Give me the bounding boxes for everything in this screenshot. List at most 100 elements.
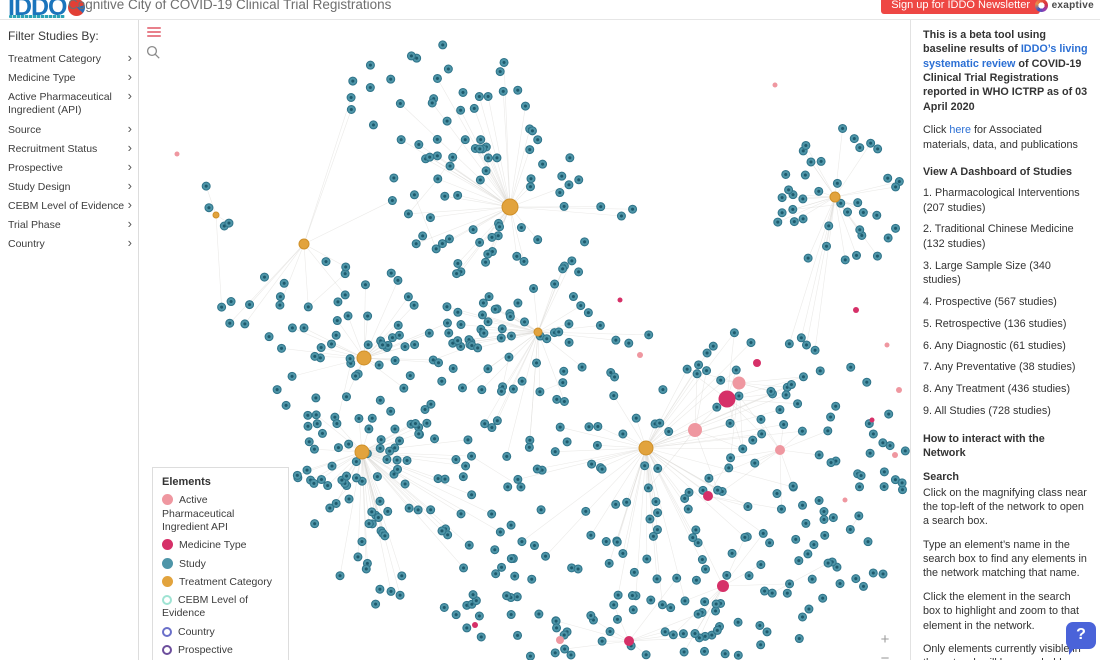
study-node[interactable] <box>652 574 662 584</box>
study-node[interactable] <box>760 586 770 596</box>
study-node[interactable] <box>495 67 505 77</box>
study-node[interactable] <box>693 609 703 619</box>
study-node[interactable] <box>516 223 526 233</box>
study-node[interactable] <box>788 481 798 491</box>
study-node[interactable] <box>527 126 537 136</box>
study-node[interactable] <box>527 574 537 584</box>
study-node[interactable] <box>784 185 794 195</box>
study-node[interactable] <box>387 196 397 206</box>
study-node[interactable] <box>868 429 878 439</box>
study-node[interactable] <box>372 472 382 482</box>
study-node[interactable] <box>862 377 872 387</box>
api-node[interactable] <box>772 82 778 88</box>
study-node[interactable] <box>801 518 811 528</box>
study-node[interactable] <box>879 482 889 492</box>
study-node[interactable] <box>506 331 516 341</box>
study-node[interactable] <box>490 545 500 555</box>
study-node[interactable] <box>583 308 593 318</box>
study-node[interactable] <box>727 548 737 558</box>
study-node[interactable] <box>395 99 405 109</box>
study-node[interactable] <box>517 537 527 547</box>
dashboard-link[interactable]: 2. Traditional Chinese Medicine (132 stu… <box>923 223 1074 250</box>
study-node[interactable] <box>801 340 811 350</box>
study-node[interactable] <box>502 591 512 601</box>
study-node[interactable] <box>853 198 863 208</box>
study-node[interactable] <box>477 385 487 395</box>
treatment-category-node[interactable] <box>354 444 370 460</box>
study-node[interactable] <box>612 614 622 624</box>
study-node[interactable] <box>576 301 586 311</box>
study-node[interactable] <box>361 564 371 574</box>
filter-item[interactable]: Prospective › <box>8 159 132 178</box>
study-node[interactable] <box>418 231 428 241</box>
study-node[interactable] <box>564 319 574 329</box>
study-node[interactable] <box>310 351 320 361</box>
study-node[interactable] <box>491 569 501 579</box>
treatment-category-node[interactable] <box>356 350 372 366</box>
study-node[interactable] <box>478 298 488 308</box>
study-node[interactable] <box>453 307 463 317</box>
help-button[interactable]: ? <box>1066 622 1096 655</box>
study-node[interactable] <box>712 625 722 635</box>
study-node[interactable] <box>453 190 463 200</box>
study-node[interactable] <box>365 83 375 93</box>
study-node[interactable] <box>327 461 337 471</box>
study-node[interactable] <box>682 364 692 374</box>
study-node[interactable] <box>364 424 374 434</box>
study-node[interactable] <box>679 647 689 657</box>
study-node[interactable] <box>552 394 562 404</box>
study-node[interactable] <box>789 217 799 227</box>
study-node[interactable] <box>333 297 343 307</box>
study-node[interactable] <box>720 649 730 659</box>
study-node[interactable] <box>535 387 545 397</box>
study-node[interactable] <box>348 76 358 86</box>
study-node[interactable] <box>657 600 667 610</box>
filter-item[interactable]: CEBM Level of Evidence › <box>8 197 132 216</box>
study-node[interactable] <box>798 214 808 224</box>
study-node[interactable] <box>410 340 420 350</box>
study-node[interactable] <box>422 418 432 428</box>
study-node[interactable] <box>724 463 734 473</box>
study-node[interactable] <box>680 596 690 606</box>
study-node[interactable] <box>797 426 807 436</box>
study-node[interactable] <box>442 116 452 126</box>
study-node[interactable] <box>393 464 403 474</box>
study-node[interactable] <box>513 474 523 484</box>
study-node[interactable] <box>529 541 539 551</box>
study-node[interactable] <box>564 337 574 347</box>
study-node[interactable] <box>865 448 875 458</box>
study-node[interactable] <box>840 255 850 265</box>
study-node[interactable] <box>487 232 497 242</box>
api-node[interactable] <box>688 423 702 437</box>
study-node[interactable] <box>680 493 690 503</box>
study-node[interactable] <box>456 320 466 330</box>
study-node[interactable] <box>437 526 447 536</box>
study-node[interactable] <box>513 85 523 95</box>
study-node[interactable] <box>497 324 507 334</box>
study-node[interactable] <box>405 371 415 381</box>
study-node[interactable] <box>704 473 714 483</box>
study-node[interactable] <box>374 360 384 370</box>
study-node[interactable] <box>836 198 846 208</box>
study-node[interactable] <box>411 239 421 249</box>
study-node[interactable] <box>629 567 639 577</box>
study-node[interactable] <box>738 444 748 454</box>
study-node[interactable] <box>604 558 614 568</box>
study-node[interactable] <box>592 440 602 450</box>
study-node[interactable] <box>492 153 502 163</box>
api-node[interactable] <box>556 636 564 644</box>
study-node[interactable] <box>443 64 453 74</box>
study-node[interactable] <box>559 201 569 211</box>
study-node[interactable] <box>368 120 378 130</box>
filter-item[interactable]: Medicine Type › <box>8 69 132 88</box>
study-node[interactable] <box>483 249 493 259</box>
study-node[interactable] <box>814 496 824 506</box>
study-node[interactable] <box>725 418 735 428</box>
study-node[interactable] <box>499 57 509 67</box>
study-node[interactable] <box>566 650 576 660</box>
study-node[interactable] <box>331 498 341 508</box>
study-node[interactable] <box>311 410 321 420</box>
study-node[interactable] <box>791 534 801 544</box>
study-node[interactable] <box>524 442 534 452</box>
study-node[interactable] <box>445 161 455 171</box>
